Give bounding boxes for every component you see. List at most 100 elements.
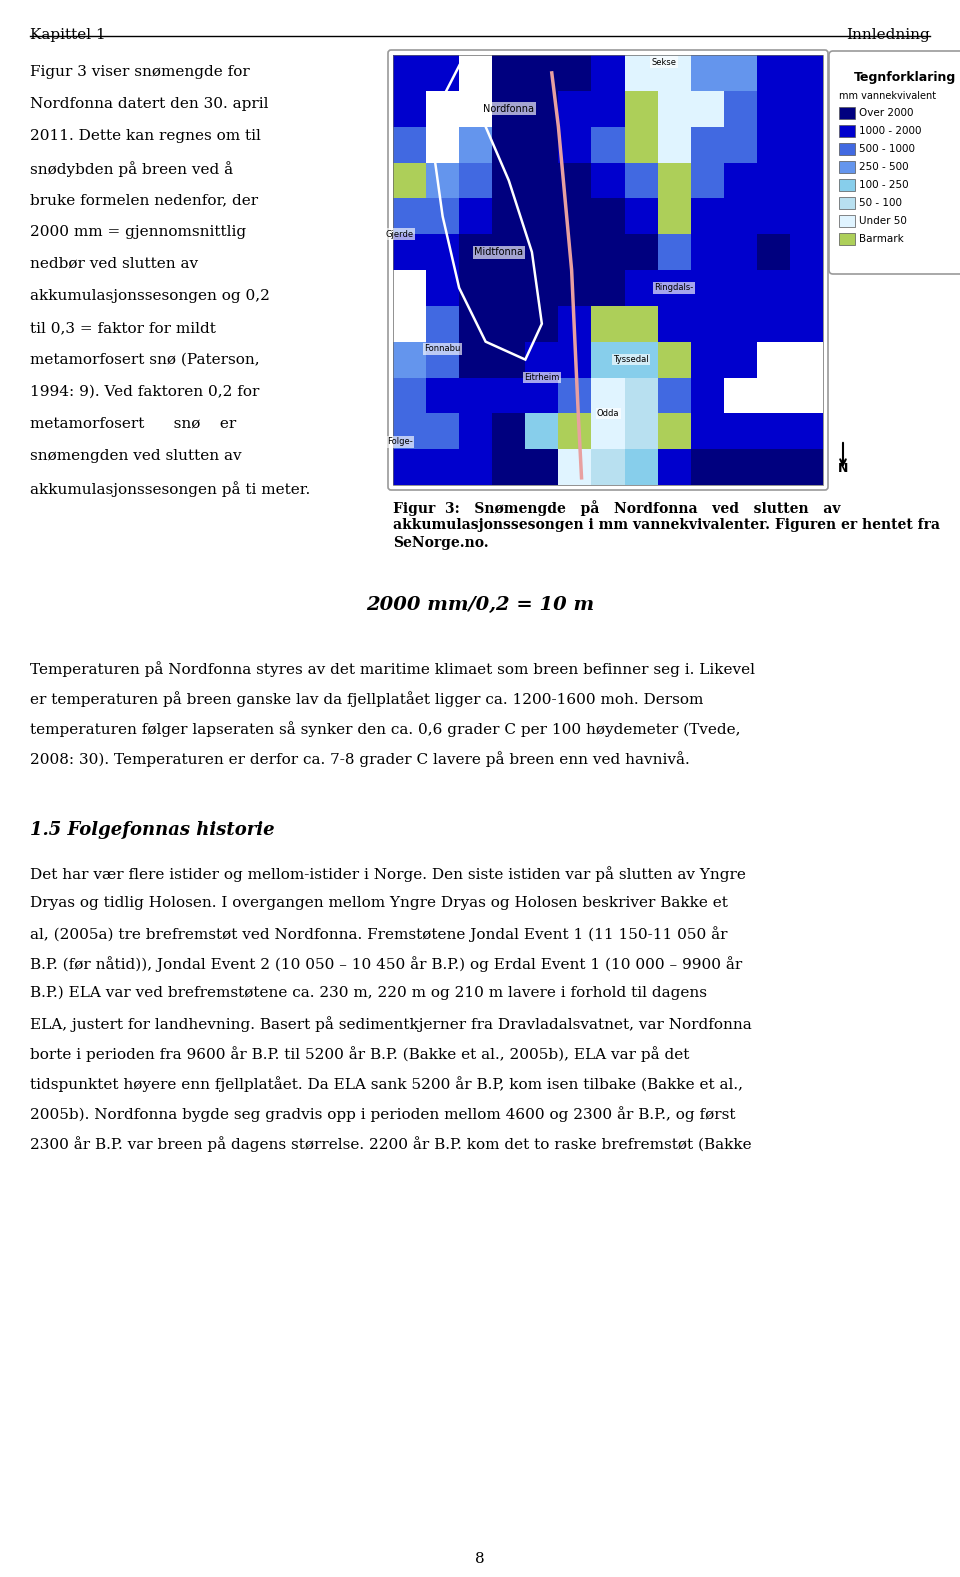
Text: 1.5 Folgefonnas historie: 1.5 Folgefonnas historie: [30, 822, 275, 839]
Bar: [724, 233, 756, 270]
Bar: [591, 342, 625, 377]
Bar: [492, 233, 525, 270]
Bar: [591, 377, 625, 413]
Bar: [393, 162, 426, 199]
Bar: [426, 449, 459, 486]
Bar: [393, 55, 426, 91]
Bar: [559, 55, 591, 91]
Bar: [426, 233, 459, 270]
Bar: [492, 199, 525, 233]
Bar: [658, 306, 690, 342]
Bar: [459, 91, 492, 126]
Text: 2011. Dette kan regnes om til: 2011. Dette kan regnes om til: [30, 129, 261, 144]
Text: 2000 mm/0,2 = 10 m: 2000 mm/0,2 = 10 m: [366, 596, 594, 613]
Bar: [426, 162, 459, 199]
Bar: [459, 306, 492, 342]
Bar: [658, 449, 690, 486]
Bar: [658, 413, 690, 449]
Bar: [724, 342, 756, 377]
Bar: [790, 162, 823, 199]
Text: 1000 - 2000: 1000 - 2000: [859, 126, 922, 136]
Bar: [426, 270, 459, 306]
Bar: [756, 55, 790, 91]
Bar: [492, 270, 525, 306]
Bar: [525, 162, 559, 199]
Bar: [426, 306, 459, 342]
Text: metamorfosert snø (Paterson,: metamorfosert snø (Paterson,: [30, 353, 259, 367]
Bar: [393, 199, 426, 233]
Bar: [492, 306, 525, 342]
Bar: [393, 449, 426, 486]
Bar: [724, 162, 756, 199]
Text: 2000 mm = gjennomsnittlig: 2000 mm = gjennomsnittlig: [30, 226, 246, 240]
Text: akkumulasjonssesongen på ti meter.: akkumulasjonssesongen på ti meter.: [30, 481, 310, 497]
Bar: [724, 55, 756, 91]
Bar: [790, 55, 823, 91]
Text: Ringdals-: Ringdals-: [655, 284, 694, 292]
Bar: [393, 270, 426, 306]
Bar: [591, 413, 625, 449]
Bar: [459, 233, 492, 270]
Bar: [459, 162, 492, 199]
Bar: [525, 91, 559, 126]
Bar: [591, 91, 625, 126]
Bar: [525, 306, 559, 342]
Bar: [756, 199, 790, 233]
Text: Dryas og tidlig Holosen. I overgangen mellom Yngre Dryas og Holosen beskriver Ba: Dryas og tidlig Holosen. I overgangen me…: [30, 896, 728, 910]
Bar: [492, 342, 525, 377]
Bar: [591, 270, 625, 306]
Bar: [625, 377, 658, 413]
Bar: [756, 377, 790, 413]
Bar: [690, 306, 724, 342]
Bar: [625, 449, 658, 486]
Bar: [525, 413, 559, 449]
Bar: [790, 377, 823, 413]
Bar: [492, 162, 525, 199]
Text: Odda: Odda: [597, 408, 619, 418]
Text: 2300 år B.P. var breen på dagens størrelse. 2200 år B.P. kom det to raske brefre: 2300 år B.P. var breen på dagens størrel…: [30, 1135, 752, 1151]
Bar: [459, 126, 492, 162]
Bar: [756, 126, 790, 162]
FancyBboxPatch shape: [829, 50, 960, 274]
Bar: [559, 91, 591, 126]
Text: mm vannekvivalent: mm vannekvivalent: [839, 91, 936, 101]
Text: 1994: 9). Ved faktoren 0,2 for: 1994: 9). Ved faktoren 0,2 for: [30, 385, 259, 399]
Bar: [625, 233, 658, 270]
Bar: [756, 233, 790, 270]
Bar: [492, 449, 525, 486]
Bar: [393, 342, 426, 377]
Text: 8: 8: [475, 1552, 485, 1566]
Text: nedbør ved slutten av: nedbør ved slutten av: [30, 257, 198, 271]
Bar: [839, 125, 855, 137]
Bar: [756, 306, 790, 342]
Bar: [559, 377, 591, 413]
Bar: [756, 270, 790, 306]
Bar: [459, 55, 492, 91]
Bar: [625, 55, 658, 91]
Text: temperaturen følger lapseraten så synker den ca. 0,6 grader C per 100 høydemeter: temperaturen følger lapseraten så synker…: [30, 721, 740, 736]
Bar: [625, 126, 658, 162]
Bar: [426, 342, 459, 377]
Bar: [559, 162, 591, 199]
Bar: [426, 126, 459, 162]
Bar: [525, 377, 559, 413]
Text: 2005b). Nordfonna bygde seg gradvis opp i perioden mellom 4600 og 2300 år B.P., : 2005b). Nordfonna bygde seg gradvis opp …: [30, 1105, 735, 1121]
Bar: [525, 233, 559, 270]
Bar: [724, 199, 756, 233]
Bar: [724, 306, 756, 342]
Text: Eitrheim: Eitrheim: [524, 374, 560, 382]
Bar: [459, 377, 492, 413]
Bar: [790, 199, 823, 233]
Bar: [393, 413, 426, 449]
Text: Midtfonna: Midtfonna: [474, 248, 523, 257]
Bar: [559, 233, 591, 270]
Bar: [525, 342, 559, 377]
Text: 2008: 30). Temperaturen er derfor ca. 7-8 grader C lavere på breen enn ved havni: 2008: 30). Temperaturen er derfor ca. 7-…: [30, 751, 689, 766]
Bar: [756, 162, 790, 199]
Bar: [393, 377, 426, 413]
Bar: [525, 270, 559, 306]
Bar: [724, 413, 756, 449]
Text: tidspunktet høyere enn fjellplatået. Da ELA sank 5200 år B.P, kom isen tilbake (: tidspunktet høyere enn fjellplatået. Da …: [30, 1076, 743, 1091]
Bar: [756, 342, 790, 377]
Bar: [690, 55, 724, 91]
